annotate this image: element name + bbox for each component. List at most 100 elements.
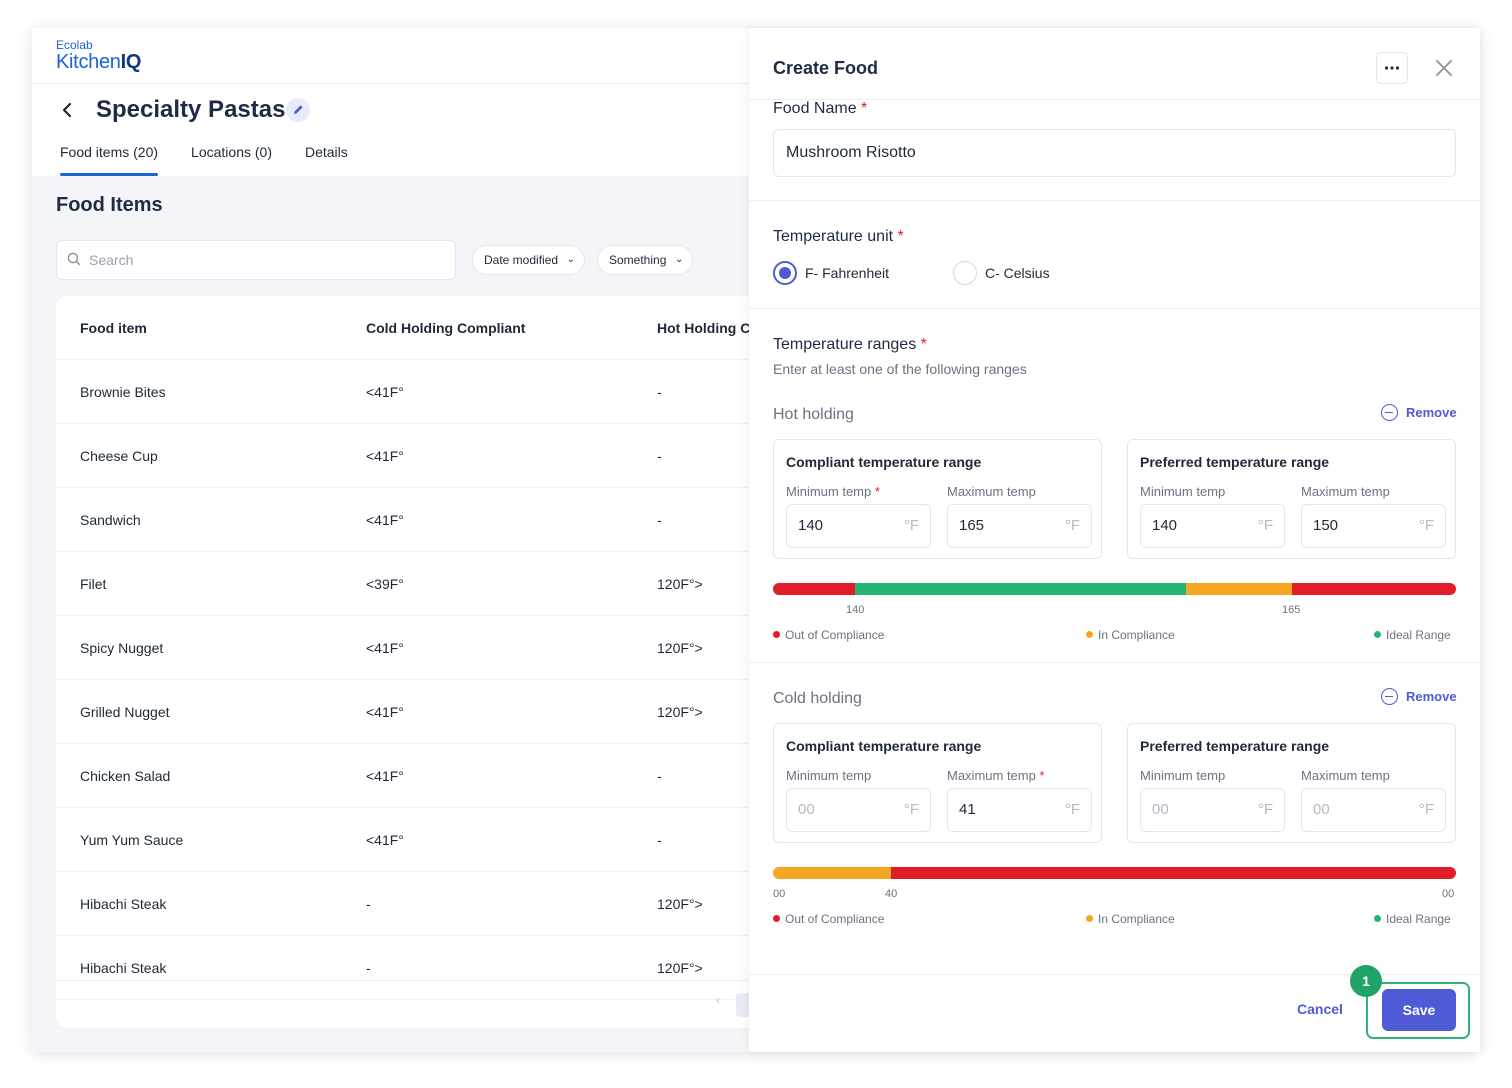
food-item-name: Brownie Bites — [80, 384, 166, 400]
max-temp-label: Maximum temp * — [947, 768, 1045, 783]
divider — [749, 662, 1480, 663]
remove-label: Remove — [1406, 689, 1457, 704]
tab-bar: Food items (20) Locations (0) Details — [60, 138, 381, 176]
unit-suffix: °F — [1257, 517, 1273, 534]
tab-food-items[interactable]: Food items (20) — [60, 138, 159, 176]
table-row[interactable]: Chicken Salad <41F° - — [56, 744, 1056, 808]
celsius-radio[interactable] — [953, 261, 977, 285]
hot-preferred-max-input[interactable]: 150 °F — [1301, 504, 1446, 548]
more-options-button[interactable] — [1376, 52, 1408, 84]
cold-compliant-range-card: Compliant temperature range Minimum temp… — [773, 723, 1102, 843]
hot-preferred-min-input[interactable]: 140 °F — [1140, 504, 1285, 548]
table-row[interactable]: Filet <39F° 120F°> — [56, 552, 1056, 616]
temp-value: 165 — [959, 517, 985, 534]
table-row[interactable]: Grilled Nugget <41F° 120F°> — [56, 680, 1056, 744]
something-label: Something — [609, 253, 667, 267]
cold-holding-title: Cold holding — [773, 690, 862, 707]
preferred-range-title: Preferred temperature range — [1140, 454, 1330, 470]
range-segment-in — [773, 867, 892, 879]
green-dot-icon — [1374, 631, 1381, 639]
cold-holding-value: - — [366, 960, 371, 976]
table-row[interactable]: Sandwich <41F° - — [56, 488, 1056, 552]
food-item-name: Hibachi Steak — [80, 960, 167, 976]
preferred-range-title: Preferred temperature range — [1140, 738, 1330, 754]
date-modified-filter[interactable]: Date modified ⌄ — [472, 245, 586, 275]
food-item-name: Yum Yum Sauce — [80, 832, 184, 848]
fahrenheit-radio[interactable] — [773, 261, 797, 285]
range-segment-out — [1292, 583, 1456, 595]
cold-compliant-max-input[interactable]: 41 °F — [947, 788, 1092, 832]
cold-holding-remove-button[interactable]: Remove — [1381, 688, 1457, 706]
fahrenheit-label[interactable]: F- Fahrenheit — [805, 265, 890, 281]
legend-ideal-range: Ideal Range — [1374, 628, 1451, 642]
cold-holding-value: <41F° — [366, 384, 404, 400]
hot-holding-range-bar — [773, 583, 1456, 595]
cold-holding-value: <41F° — [366, 448, 404, 464]
food-name-label: Food Name * — [773, 100, 867, 118]
cold-holding-range-bar — [773, 867, 1456, 879]
table-header: Food item Cold Holding Compliant Hot Hol… — [56, 296, 1056, 360]
min-temp-label: Minimum temp — [1140, 484, 1226, 499]
hot-holding-remove-button[interactable]: Remove — [1381, 404, 1457, 422]
range-segment-out — [891, 867, 1456, 879]
scale-label: 140 — [846, 604, 865, 616]
cold-compliant-min-input[interactable]: 00 °F — [786, 788, 931, 832]
food-item-name: Spicy Nugget — [80, 640, 164, 656]
tab-details[interactable]: Details — [304, 144, 348, 160]
legend-ideal-range: Ideal Range — [1374, 912, 1451, 926]
column-header-food-item[interactable]: Food item — [80, 320, 147, 336]
kitcheniq-logo: Ecolab KitchenIQ — [56, 39, 141, 73]
food-item-name: Chicken Salad — [80, 768, 171, 784]
temp-value: 150 — [1313, 517, 1339, 534]
green-dot-icon — [1374, 915, 1381, 923]
hot-compliant-min-input[interactable]: 140 °F — [786, 504, 931, 548]
legend-out-of-compliance: Out of Compliance — [773, 912, 884, 926]
table-row[interactable]: Spicy Nugget <41F° 120F°> — [56, 616, 1056, 680]
hot-compliant-max-input[interactable]: 165 °F — [947, 504, 1092, 548]
chevron-left-icon[interactable]: ‹ — [716, 993, 720, 1007]
close-icon[interactable] — [1433, 54, 1455, 82]
food-items-title: Food Items — [56, 194, 163, 216]
table-row[interactable]: Brownie Bites <41F° - — [56, 360, 1056, 424]
column-header-hot-holding[interactable]: Hot Holding Co — [657, 320, 759, 336]
range-segment-out — [773, 583, 855, 595]
table-row[interactable]: Cheese Cup <41F° - — [56, 424, 1056, 488]
celsius-label[interactable]: C- Celsius — [985, 265, 1050, 281]
food-item-name: Sandwich — [80, 512, 141, 528]
search-input[interactable] — [89, 241, 449, 279]
chevron-down-icon: ⌄ — [674, 254, 684, 265]
scale-label: 00 — [773, 888, 786, 900]
unit-suffix: °F — [1064, 517, 1080, 534]
hot-holding-value: - — [657, 832, 662, 848]
something-filter[interactable]: Something ⌄ — [597, 245, 694, 275]
table-row[interactable]: Hibachi Steak - 120F°> — [56, 872, 1056, 936]
pencil-icon[interactable] — [286, 98, 310, 122]
tab-locations[interactable]: Locations (0) — [191, 144, 272, 160]
drawer-header: Create Food — [749, 28, 1480, 100]
legend-label: Out of Compliance — [785, 628, 885, 642]
cold-holding-value: <41F° — [366, 512, 404, 528]
hot-compliant-range-card: Compliant temperature range Minimum temp… — [773, 439, 1102, 559]
search-icon — [67, 252, 81, 266]
hot-holding-value: - — [657, 768, 662, 784]
table-row[interactable]: Yum Yum Sauce <41F° - — [56, 808, 1056, 872]
legend-label: In Compliance — [1098, 628, 1175, 642]
cold-preferred-min-input[interactable]: 00 °F — [1140, 788, 1285, 832]
cold-preferred-max-input[interactable]: 00 °F — [1301, 788, 1446, 832]
temp-value: 140 — [798, 517, 824, 534]
hot-holding-value: - — [657, 384, 662, 400]
remove-label: Remove — [1406, 405, 1457, 420]
table-row[interactable]: Hibachi Steak - 120F°> — [56, 936, 1056, 1000]
column-header-cold-holding[interactable]: Cold Holding Compliant — [366, 320, 526, 336]
page-title: Specialty Pastas — [96, 96, 286, 123]
save-button[interactable]: Save — [1382, 989, 1456, 1031]
back-arrow-icon[interactable] — [58, 98, 78, 122]
orange-dot-icon — [1086, 915, 1093, 923]
cold-preferred-range-card: Preferred temperature range Minimum temp… — [1127, 723, 1456, 843]
temperature-unit-label: Temperature unit * — [773, 228, 904, 246]
temperature-ranges-hint: Enter at least one of the following rang… — [773, 361, 1027, 377]
required-mark: * — [897, 228, 904, 245]
chevron-down-icon: ⌄ — [566, 254, 576, 265]
cancel-button[interactable]: Cancel — [1297, 1001, 1343, 1017]
food-name-input[interactable] — [773, 129, 1456, 177]
